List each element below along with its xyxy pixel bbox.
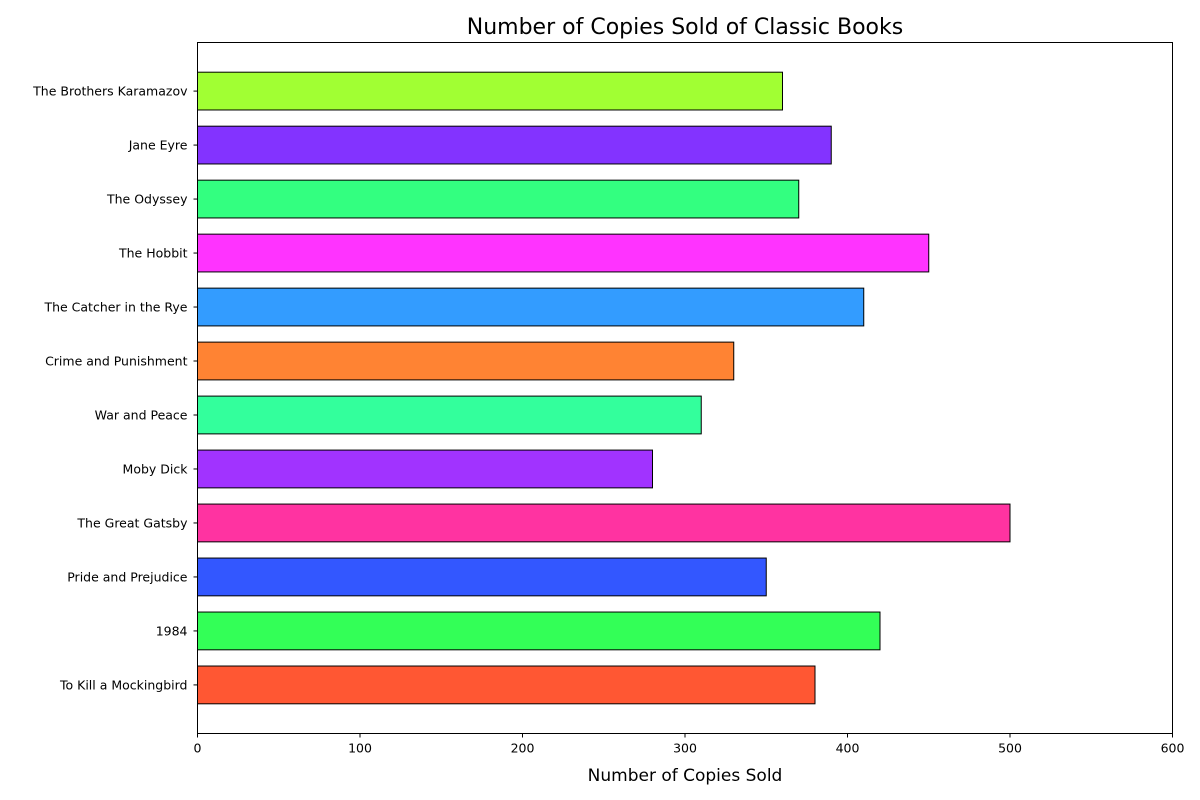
y-tick-label: War and Peace — [95, 407, 188, 422]
x-axis-ticks: 0 100 200 300 400 500 600 — [194, 733, 1185, 756]
y-tick-label: The Brothers Karamazov — [32, 84, 188, 99]
y-tick-label: The Catcher in the Rye — [43, 300, 187, 315]
chart-title: Number of Copies Sold of Classic Books — [467, 15, 903, 40]
bar-1984 — [197, 611, 881, 651]
x-tick-label: 600 — [1161, 741, 1185, 756]
y-tick-label: Jane Eyre — [128, 138, 188, 153]
y-tick-label: Moby Dick — [123, 461, 189, 476]
bar-the-catcher-in-the-rye — [197, 287, 865, 327]
y-tick-label: The Hobbit — [118, 246, 188, 261]
y-tick-label: 1984 — [156, 623, 188, 638]
bar-war-and-peace — [197, 395, 702, 435]
plot-frame — [197, 42, 1173, 734]
y-tick-label: The Great Gatsby — [76, 515, 188, 530]
x-tick-label: 300 — [673, 741, 697, 756]
x-tick-label: 400 — [836, 741, 860, 756]
bar-jane-eyre — [197, 125, 832, 165]
bar-the-odyssey — [197, 179, 800, 219]
y-tick-label: Pride and Prejudice — [67, 569, 188, 584]
bar-pride-and-prejudice — [197, 557, 767, 597]
y-tick-label: The Odyssey — [106, 192, 188, 207]
y-tick-label: To Kill a Mockingbird — [59, 677, 188, 692]
bar-moby-dick — [197, 449, 653, 489]
y-tick-label: Crime and Punishment — [45, 354, 188, 369]
bars-group — [197, 71, 1011, 705]
x-tick-label: 200 — [511, 741, 535, 756]
bar-the-great-gatsby — [197, 503, 1011, 543]
y-axis-ticks: To Kill a Mockingbird 1984 Pride and Preju… — [32, 84, 198, 692]
x-tick-label: 0 — [194, 741, 202, 756]
x-axis-label: Number of Copies Sold — [588, 766, 783, 786]
bar-to-kill-a-mockingbird — [197, 665, 816, 705]
bar-the-hobbit — [197, 233, 930, 273]
x-tick-label: 500 — [998, 741, 1022, 756]
bar-the-brothers-karamazov — [197, 71, 783, 111]
bar-crime-and-punishment — [197, 341, 735, 381]
x-tick-label: 100 — [348, 741, 372, 756]
